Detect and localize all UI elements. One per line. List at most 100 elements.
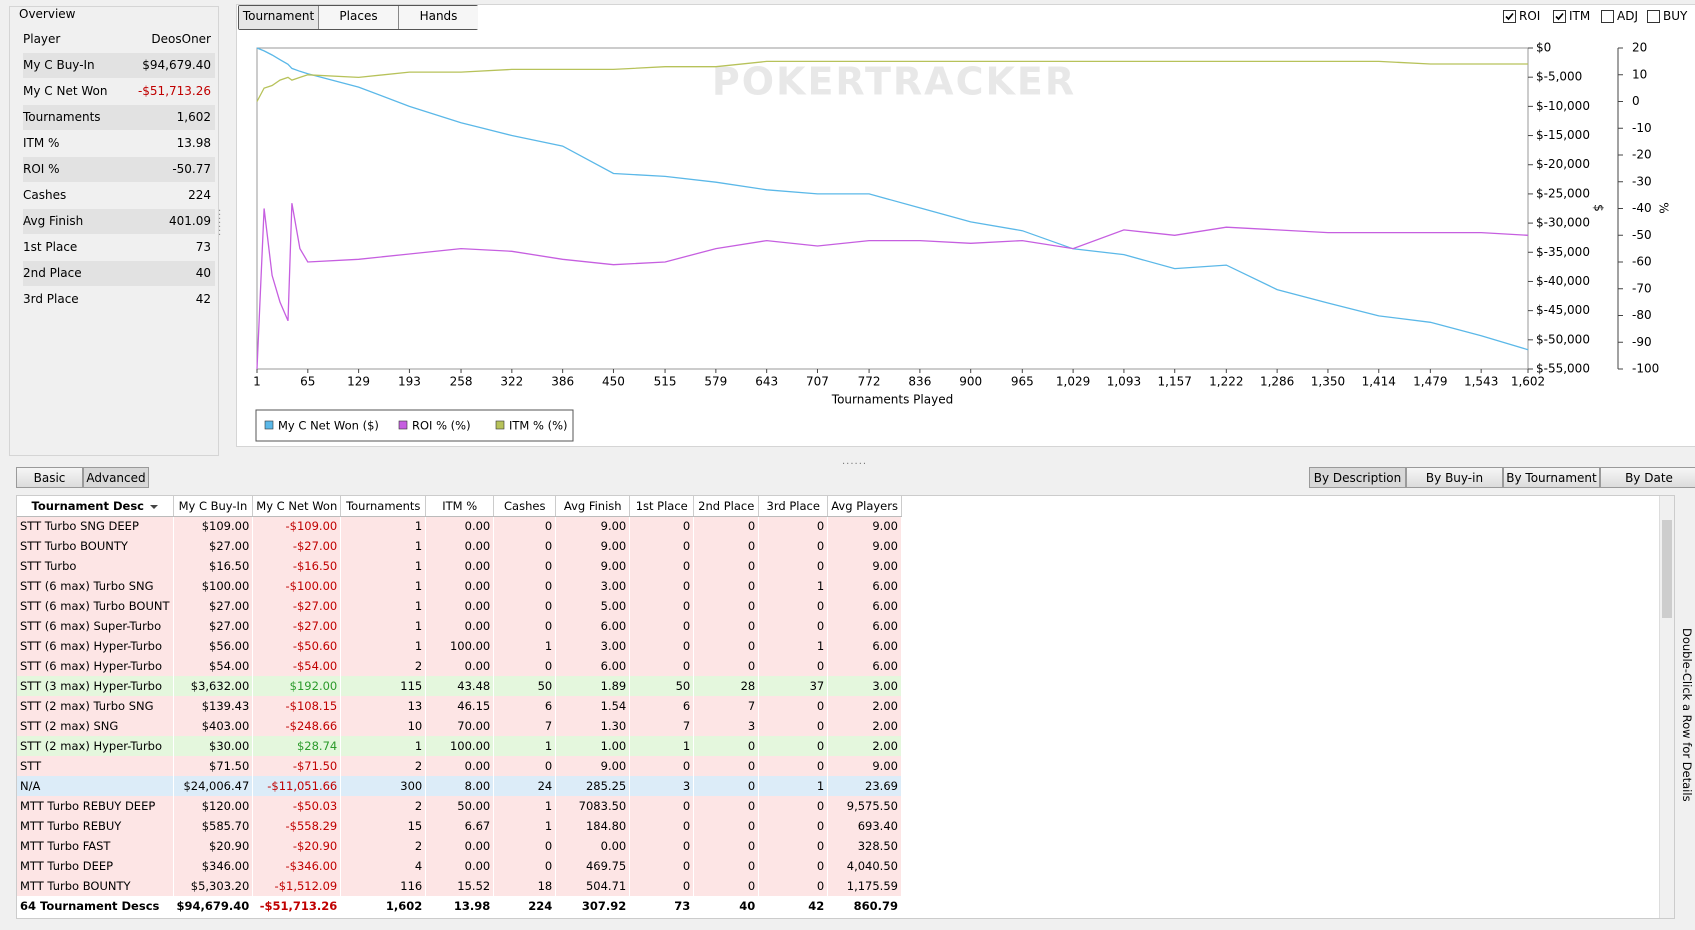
group-button[interactable]: By Description [1309, 467, 1406, 488]
table-cell: $27.00 [173, 596, 254, 616]
scroll-thumb[interactable] [1662, 520, 1672, 618]
table-row[interactable]: STT (3 max) Hyper-Turbo $3,632.00 $192.00 1… [17, 676, 902, 696]
checkbox[interactable]: ROI [1503, 9, 1540, 24]
checkbox[interactable]: ADJ [1601, 9, 1638, 24]
scrollbar[interactable] [1659, 496, 1674, 918]
group-button[interactable]: By Buy-in [1406, 467, 1503, 488]
table-cell: 0 [629, 536, 695, 556]
column-header[interactable]: Avg Finish [555, 496, 631, 517]
column-header[interactable]: ITM % [425, 496, 495, 517]
table-cell: 0 [629, 556, 695, 576]
y2-tick-label: -20 [1632, 148, 1652, 162]
column-header[interactable]: Cashes [493, 496, 557, 517]
table-row[interactable]: MTT Turbo DEEP $346.00 -$346.00 4 0.00 0 469.7… [17, 856, 902, 876]
column-header[interactable]: My C Buy-In [173, 496, 254, 517]
table-row[interactable]: STT Turbo SNG DEEP $109.00 -$109.00 1 0.00 0 9… [17, 516, 902, 536]
table-cell: 0 [629, 856, 695, 876]
view-button[interactable]: Basic [16, 467, 83, 488]
table-cell: 1 [758, 576, 829, 596]
tab[interactable]: Hands [399, 6, 478, 29]
splitter: ...... [842, 456, 868, 467]
table-row[interactable]: STT (2 max) Hyper-Turbo $30.00 $28.74 1 100.… [17, 736, 902, 756]
table-row[interactable]: MTT Turbo REBUY $585.70 -$558.29 15 6.67 1 184… [17, 816, 902, 836]
column-header[interactable]: 2nd Place [693, 496, 760, 517]
view-button[interactable]: Advanced [83, 467, 149, 488]
table-cell: 300 [340, 776, 427, 796]
hint-box: Double-Click a Row for Details [1676, 628, 1695, 802]
results-table: Tournament Desc My C Buy-In My C Net Won To… [17, 496, 902, 916]
table-cell: 6.67 [425, 816, 495, 836]
table-row[interactable]: MTT Turbo REBUY DEEP $120.00 -$50.03 2 50.00… [17, 796, 902, 816]
table-cell: 0 [758, 816, 829, 836]
table-row[interactable]: STT (6 max) Hyper-Turbo $54.00 -$54.00 2 0.0… [17, 656, 902, 676]
checkbox-box[interactable] [1601, 10, 1614, 23]
overview-label: Tournaments [23, 110, 101, 124]
table-row[interactable]: MTT Turbo BOUNTY $5,303.20 -$1,512.09 116 15… [17, 876, 902, 896]
overview-value: 42 [195, 292, 211, 306]
column-header[interactable]: Tournament Desc [17, 496, 174, 517]
group-button[interactable]: By Date [1600, 467, 1695, 488]
x-tick-label: 1,029 [1056, 375, 1090, 389]
table-cell: $54.00 [173, 656, 254, 676]
table-row[interactable]: STT Turbo BOUNTY $27.00 -$27.00 1 0.00 0 9.00 0… [17, 536, 902, 556]
table-cell: 2.00 [827, 716, 902, 736]
checkbox-box[interactable] [1503, 10, 1516, 23]
table-cell: MTT Turbo REBUY [17, 816, 174, 836]
table-row[interactable]: STT $71.50 -$71.50 2 0.00 0 9.00 0 0 0 9.00 [17, 756, 902, 776]
table-row[interactable]: N/A $24,006.47 -$11,051.66 300 8.00 24 285.25 3… [17, 776, 902, 796]
tab[interactable]: Places [319, 6, 399, 29]
table-cell: 0 [758, 696, 829, 716]
x-tick-label: 965 [1011, 375, 1034, 389]
column-header[interactable]: 3rd Place [758, 496, 829, 517]
total-cell: 1,602 [340, 896, 427, 916]
group-button[interactable]: By Tournament [1503, 467, 1600, 488]
table-cell: 5.00 [555, 596, 631, 616]
table-cell: 50.00 [425, 796, 495, 816]
table-cell: STT [17, 756, 174, 776]
table-cell: 469.75 [555, 856, 631, 876]
table-cell: 0 [758, 796, 829, 816]
table-cell: 0 [693, 736, 760, 756]
y-tick-label: $-20,000 [1536, 157, 1590, 171]
table-cell: -$27.00 [252, 596, 342, 616]
table-cell: STT (6 max) Turbo BOUNT [17, 596, 174, 616]
table-cell: $71.50 [173, 756, 254, 776]
x-tick-label: 515 [654, 375, 677, 389]
table-row[interactable]: STT (2 max) SNG $403.00 -$248.66 10 70.00 7 1.… [17, 716, 902, 736]
y2-tick-label: -50 [1632, 228, 1652, 242]
checkbox-box[interactable] [1553, 10, 1566, 23]
y-tick-label: $-25,000 [1536, 186, 1590, 200]
column-header[interactable]: Avg Players [827, 496, 902, 517]
column-header[interactable]: 1st Place [629, 496, 695, 517]
table-row[interactable]: STT (6 max) Turbo SNG $100.00 -$100.00 1 0.0… [17, 576, 902, 596]
checkbox[interactable]: ITM [1553, 9, 1590, 24]
watermark: POKERTRACKER [712, 60, 1076, 104]
table-panel: Tournament Desc My C Buy-In My C Net Won To… [16, 495, 1675, 919]
table-row[interactable]: STT Turbo $16.50 -$16.50 1 0.00 0 9.00 0 0 0 9.00 [17, 556, 902, 576]
table-cell: $56.00 [173, 636, 254, 656]
table-cell: 0 [758, 716, 829, 736]
tab[interactable]: Tournament [239, 6, 319, 29]
y2-tick-label: 10 [1632, 67, 1647, 81]
x-tick-label: 1,222 [1209, 375, 1243, 389]
column-header[interactable]: My C Net Won [252, 496, 342, 517]
splitter: · · · · · · · [218, 206, 222, 241]
table-cell: -$1,512.09 [252, 876, 342, 896]
table-row[interactable]: STT (6 max) Hyper-Turbo $56.00 -$50.60 1 100… [17, 636, 902, 656]
table-cell: 4 [340, 856, 427, 876]
table-cell: 6 [629, 696, 695, 716]
overview-row: Player DeosOner [23, 27, 215, 52]
table-cell: -$558.29 [252, 816, 342, 836]
column-header[interactable]: Tournaments [340, 496, 427, 517]
table-cell: 2 [340, 836, 427, 856]
y2-tick-label: -40 [1632, 201, 1652, 215]
table-cell: 100.00 [425, 636, 495, 656]
table-row[interactable]: STT (6 max) Super-Turbo $27.00 -$27.00 1 0.0… [17, 616, 902, 636]
checkbox[interactable]: BUY [1647, 9, 1687, 24]
table-row[interactable]: STT (2 max) Turbo SNG $139.43 -$108.15 13 46… [17, 696, 902, 716]
checkbox-box[interactable] [1647, 10, 1660, 23]
table-row[interactable]: MTT Turbo FAST $20.90 -$20.90 2 0.00 0 0.00 0 0 0… [17, 836, 902, 856]
table-cell: 0.00 [425, 856, 495, 876]
y2-tick-label: -90 [1632, 335, 1652, 349]
table-row[interactable]: STT (6 max) Turbo BOUNT $27.00 -$27.00 1 0.0… [17, 596, 902, 616]
